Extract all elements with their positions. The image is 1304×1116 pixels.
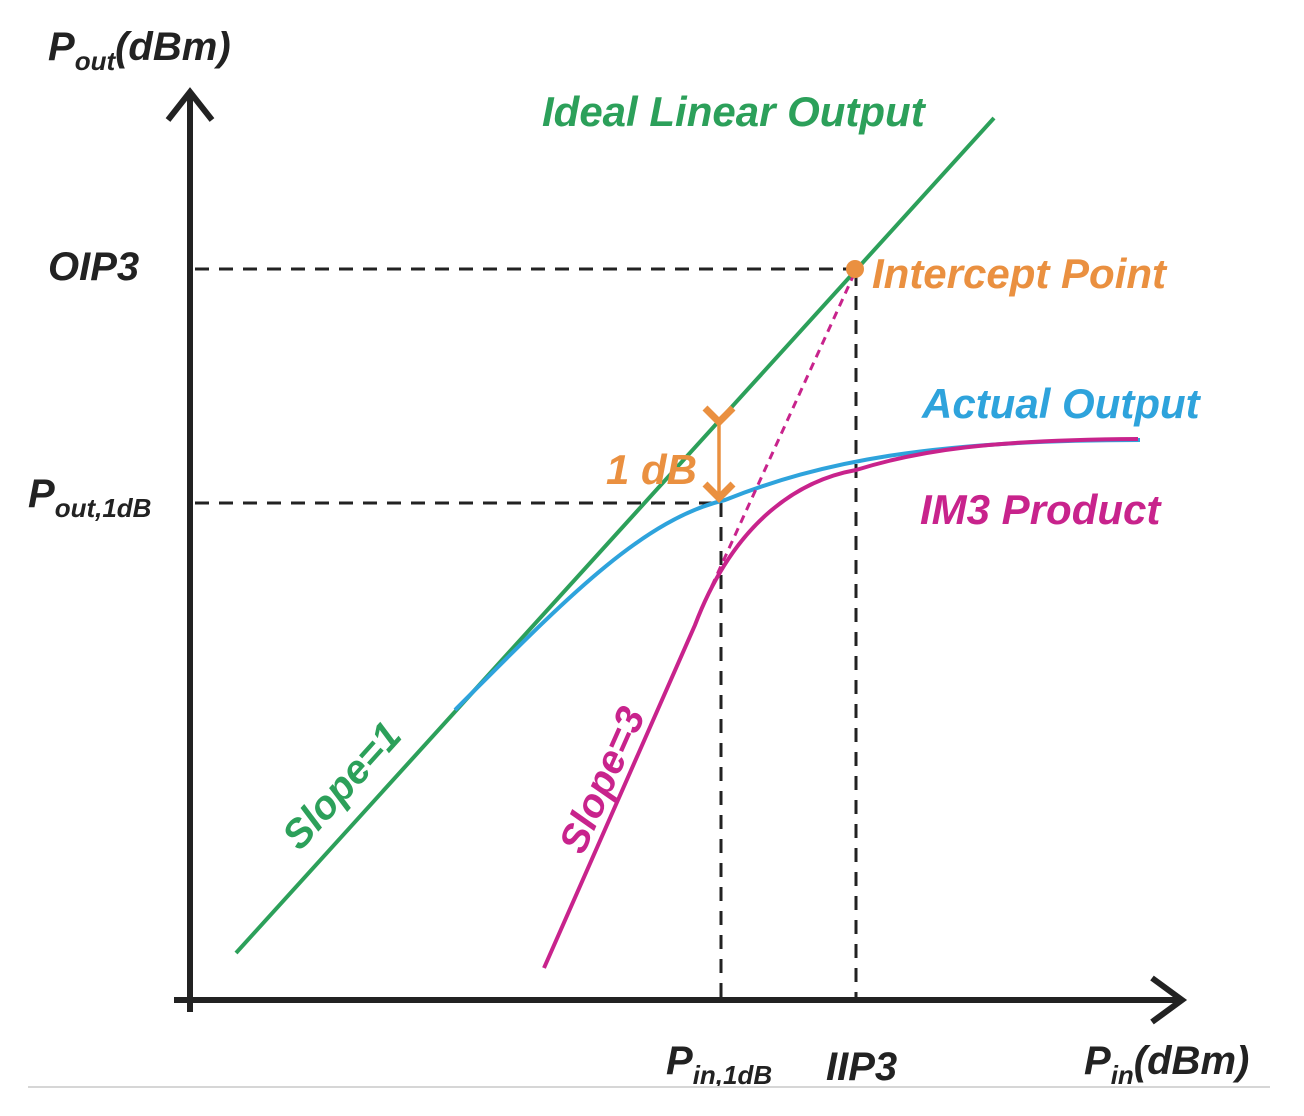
- actual-output-curve: [453, 438, 1141, 712]
- pout1db-label: Pout,1dB: [28, 472, 151, 523]
- im3-product-curve: [542, 437, 1139, 969]
- x-axis-title: Pin(dBm): [1084, 1039, 1249, 1090]
- y-axis-title: Pout(dBm): [48, 25, 231, 76]
- oip3-label: OIP3: [48, 245, 139, 289]
- bottom-divider: [28, 1086, 1270, 1088]
- intercept-point-label: Intercept Point: [872, 250, 1168, 297]
- intercept-point-dot: [846, 260, 864, 278]
- y-axis-arrowhead: [165, 87, 215, 122]
- x-axis-arrowhead: [1150, 975, 1188, 1025]
- actual-output-label: Actual Output: [921, 380, 1202, 427]
- im3-extrapolation-line: [698, 271, 857, 613]
- compression-label: 1 dB: [606, 446, 697, 493]
- iip3-label: IIP3: [826, 1045, 897, 1089]
- im3-product-label: IM3 Product: [920, 486, 1162, 533]
- pin1db-label: Pin,1dB: [666, 1039, 772, 1090]
- ideal-linear-output-line: [234, 116, 996, 955]
- ideal-linear-output-label: Ideal Linear Output: [542, 88, 927, 135]
